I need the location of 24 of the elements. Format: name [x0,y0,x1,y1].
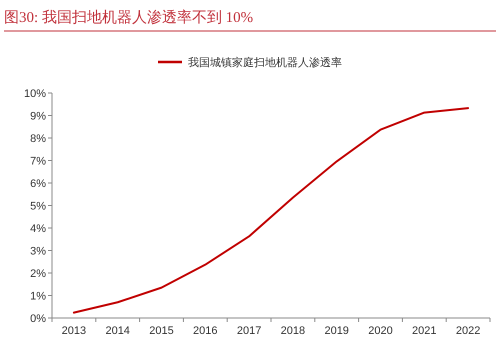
x-tick-label: 2019 [324,325,349,337]
x-tick-label: 2016 [193,325,218,337]
x-tick-label: 2015 [149,325,174,337]
x-tick-label: 2017 [236,325,262,337]
line-series [72,107,470,314]
x-tick-label: 2020 [368,325,393,337]
x-tick-label: 2021 [412,325,437,337]
y-tick-label: 8% [30,133,46,145]
y-tick-label: 3% [30,246,46,258]
x-tick-label: 2013 [62,325,86,337]
y-tick-label: 9% [30,110,46,122]
y-tick-label: 2% [30,268,46,280]
legend-label: 我国城镇家庭扫地机器人渗透率 [188,56,342,69]
y-tick-label: 0% [30,313,46,325]
x-tick-label: 2022 [456,325,480,337]
y-tick-label: 1% [30,290,46,302]
y-tick-label: 6% [30,178,46,190]
y-tick-label: 4% [30,223,46,235]
x-tick-label: 2018 [280,325,306,337]
chart-title: 图30: 我国扫地机器人渗透率不到 10% [4,9,254,26]
y-tick-label: 10% [24,88,46,100]
y-tick-label: 5% [30,200,46,212]
y-tick-label: 7% [30,156,46,168]
x-tick-label: 2014 [105,325,130,337]
